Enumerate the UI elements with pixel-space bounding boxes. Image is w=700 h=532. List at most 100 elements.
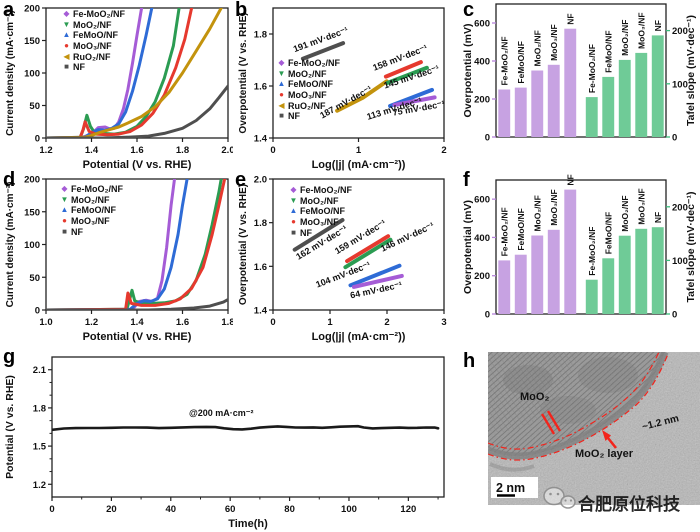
bar-tafel-2 <box>618 235 631 314</box>
legend-marker-icon: ▼ <box>277 68 286 78</box>
plot-box <box>495 3 667 138</box>
bar-overpotential-3 <box>547 64 560 137</box>
y-tick-label: 100 <box>24 240 40 251</box>
bar-tafel-1 <box>602 258 615 314</box>
legend-item: ▼ MoO₂/NF <box>60 20 125 31</box>
right-tick-label: 100 <box>672 79 688 90</box>
panel-f-bar-chart: 0 200 400 600 0 100 200 Overpotential (mV) Tafel… <box>460 172 700 350</box>
x-tick-label: 1.6 <box>176 317 189 328</box>
x-axis-label: Potential (V vs. RHE) <box>83 159 192 171</box>
series-nf <box>46 84 228 138</box>
tem-boundary-outer <box>488 353 669 461</box>
x-tick-label: 60 <box>225 504 236 515</box>
legend-item: ● MoO₃/NF <box>60 41 125 52</box>
x-tick-label: 1 <box>356 145 362 156</box>
panel-g-stability-chart: 0 20 40 60 80 100 120 1.2 1.5 1.8 2.1 Time(h) Potent… <box>0 350 458 532</box>
bar-category-label: Fe-MoO₂/NF <box>587 44 597 93</box>
x-tick-label: 1.2 <box>85 317 98 328</box>
y-tick-label: 1.8 <box>254 218 267 229</box>
legend-label: MoO₂/NF <box>71 194 110 205</box>
x-tick-label: 120 <box>400 504 416 515</box>
y-tick-label: 1.8 <box>254 30 267 41</box>
bar-category-label: FeMoO/NF <box>516 208 526 250</box>
legend-item: ◆ Fe-MoO₂/NF <box>60 9 125 20</box>
layer-arrow-icon <box>602 430 618 449</box>
y-tick-label: 1.6 <box>254 262 267 273</box>
left-tick-label: 0 <box>485 310 490 321</box>
bar-category-label: MoO₂/NF <box>532 30 542 66</box>
x-tick-label: 1.8 <box>176 145 189 156</box>
legend-marker-icon: ▲ <box>289 206 298 216</box>
legend-item: ▲ FeMoO/NF <box>287 206 352 217</box>
legend-label: NF <box>71 226 83 237</box>
legend-label: NF <box>300 227 312 238</box>
series-stability-200ma <box>52 424 440 432</box>
plot-box <box>495 179 667 315</box>
y-tick-label: 100 <box>24 69 40 80</box>
legend-marker-icon: ▲ <box>277 79 286 89</box>
tem-moo2-label: MoO₂ <box>520 391 549 403</box>
x-tick-label: 2 <box>441 145 446 156</box>
bar-tafel-3 <box>635 228 648 314</box>
panel-letter-b: b <box>235 0 248 21</box>
x-tick-label: 3 <box>441 317 446 328</box>
bar-category-label: MoO₃/NF <box>636 12 646 49</box>
x-tick-label: 1.2 <box>39 145 52 156</box>
wechat-icon-eyes <box>549 492 573 502</box>
panel-c-bar-chart: 0 200 400 600 0 100 200 Overpotential (mV) Tafel… <box>460 0 700 172</box>
right-tick-label: 0 <box>672 133 677 144</box>
bar-tafel-0 <box>585 279 598 314</box>
legend-item: ▼ MoO₂/NF <box>275 69 340 80</box>
series-moo3-nf <box>345 234 391 264</box>
left-tick-label: 600 <box>474 19 490 30</box>
left-tick-label: 400 <box>474 57 490 68</box>
y-axis-label: Current density (mA·cm⁻²) <box>5 182 16 308</box>
legend-label: MoO₃/NF <box>71 216 110 227</box>
bar-category-label: Fe-MoO₂/NF <box>587 227 597 276</box>
legend-b: ◆ Fe-MoO₂/NF ▼ MoO₂/NF ▲ FeMoO/NF ● MoO₃/NF ◀ RuO… <box>275 58 340 122</box>
bar-category-label: FeMoO/NF <box>603 212 613 255</box>
legend-marker-icon: ● <box>64 41 69 51</box>
right-axis-label: Tafel slope (mV·dec⁻¹) <box>685 192 697 303</box>
legend-marker-icon: ● <box>62 216 67 226</box>
bar-overpotential-1 <box>514 254 527 314</box>
x-axis-label: Log(|j| (mA·cm⁻²)) <box>312 159 406 171</box>
legend-marker-icon: ◀ <box>63 51 70 61</box>
legend-label: NF <box>288 111 300 122</box>
tem-layer-label: MoO₂ layer <box>575 448 634 460</box>
panel-h-tem: MoO₂ ~1.2 nm MoO₂ layer 2 nm <box>458 350 700 532</box>
watermark: 合肥原位科技 <box>543 486 681 514</box>
y-tick-label: 150 <box>24 36 40 47</box>
x-tick-label: 2 <box>384 317 389 328</box>
bar-category-label: Fe-MoO₂/NF <box>499 36 509 85</box>
tem-image: MoO₂ ~1.2 nm MoO₂ layer 2 nm <box>488 352 700 514</box>
panel-letter-d: d <box>3 169 16 191</box>
y-axis-label: Overpotential (V vs. RHE) <box>238 12 249 133</box>
legend-item: ◆ Fe-MoO₂/NF <box>287 185 352 196</box>
right-tick-label: 200 <box>672 202 688 213</box>
series-moo3-nf <box>46 179 227 310</box>
left-tick-label: 200 <box>474 95 490 106</box>
x-tick-label: 1 <box>327 317 333 328</box>
left-tick-label: 0 <box>485 133 490 144</box>
bar-category-label: FeMoO/NF <box>516 41 526 83</box>
x-axis-label: Potential (V vs. RHE) <box>83 331 192 343</box>
legend-marker-icon: ◆ <box>290 185 297 195</box>
legend-marker-icon: ● <box>291 217 296 227</box>
legend-marker-icon: ▼ <box>289 195 298 205</box>
legend-marker-icon: ● <box>279 90 284 100</box>
legend-marker-icon: ▲ <box>62 30 71 40</box>
bar-overpotential-2 <box>531 235 544 314</box>
legend-item: ▼ MoO₂/NF <box>58 195 123 206</box>
legend-marker-icon: ◆ <box>278 58 285 68</box>
legend-label: MoO₃/NF <box>300 217 339 228</box>
right-tick-label: 0 <box>672 310 677 321</box>
legend-e: ◆ Fe-MoO₂/NF ▼ MoO₂/NF ▲ FeMoO/NF ● MoO₃/NF ■ NF <box>287 185 352 238</box>
legend-marker-icon: ▼ <box>62 19 71 29</box>
x-tick-label: 1.4 <box>130 317 144 328</box>
legend-label: NF <box>73 62 85 73</box>
bar-category-label: FeMoO/NF <box>603 30 613 73</box>
legend-d: ◆ Fe-MoO₂/NF ▼ MoO₂/NF ▲ FeMoO/NF ● MoO₃/NF ■ NF <box>58 184 123 237</box>
bar-category-label: Fe-MoO₂/NF <box>499 207 509 256</box>
y-tick-label: 1.8 <box>33 403 46 414</box>
